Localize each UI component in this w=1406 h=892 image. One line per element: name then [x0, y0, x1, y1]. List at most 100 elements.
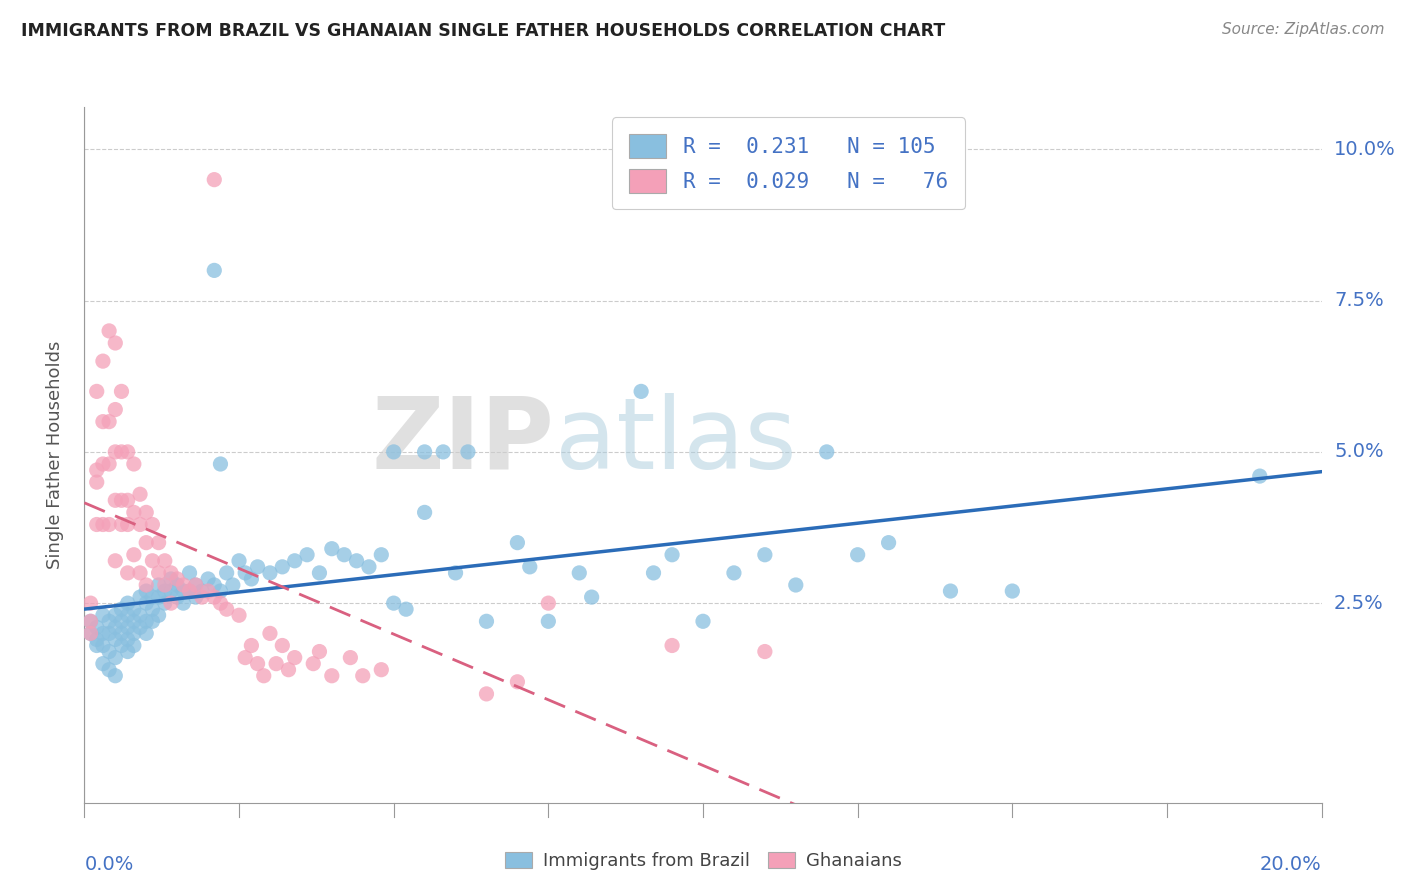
Point — [122, 505, 145, 519]
Point — [333, 548, 356, 562]
Point — [202, 263, 225, 277]
Point — [86, 632, 108, 647]
Point — [98, 663, 121, 677]
Point — [184, 578, 207, 592]
Point — [172, 596, 194, 610]
Point — [209, 584, 232, 599]
Text: Source: ZipAtlas.com: Source: ZipAtlas.com — [1222, 22, 1385, 37]
Point — [259, 566, 281, 580]
Point — [166, 578, 188, 592]
Point — [568, 566, 591, 580]
Point — [643, 566, 665, 580]
Point — [179, 584, 201, 599]
Point — [135, 535, 157, 549]
Point — [110, 615, 132, 629]
Text: IMMIGRANTS FROM BRAZIL VS GHANAIAN SINGLE FATHER HOUSEHOLDS CORRELATION CHART: IMMIGRANTS FROM BRAZIL VS GHANAIAN SINGL… — [21, 22, 945, 40]
Text: 7.5%: 7.5% — [1334, 291, 1384, 310]
Point — [104, 608, 127, 623]
Point — [104, 445, 127, 459]
Point — [91, 457, 114, 471]
Point — [413, 445, 436, 459]
Point — [91, 415, 114, 429]
Point — [135, 584, 157, 599]
Point — [153, 578, 176, 592]
Point — [228, 608, 250, 623]
Point — [110, 517, 132, 532]
Point — [661, 548, 683, 562]
Point — [339, 650, 361, 665]
Point — [754, 644, 776, 658]
Point — [723, 566, 745, 580]
Point — [321, 669, 343, 683]
Point — [228, 554, 250, 568]
Point — [209, 596, 232, 610]
Point — [122, 548, 145, 562]
Point — [877, 535, 900, 549]
Point — [506, 535, 529, 549]
Point — [141, 615, 163, 629]
Point — [382, 445, 405, 459]
Point — [308, 644, 330, 658]
Point — [277, 663, 299, 677]
Point — [135, 596, 157, 610]
Point — [160, 572, 183, 586]
Point — [117, 596, 139, 610]
Point — [98, 644, 121, 658]
Point — [91, 608, 114, 623]
Point — [537, 615, 560, 629]
Point — [179, 566, 201, 580]
Point — [284, 650, 307, 665]
Point — [98, 457, 121, 471]
Point — [537, 596, 560, 610]
Point — [86, 620, 108, 634]
Point — [382, 596, 405, 610]
Point — [160, 596, 183, 610]
Point — [148, 578, 170, 592]
Point — [785, 578, 807, 592]
Point — [110, 626, 132, 640]
Point — [129, 517, 152, 532]
Point — [233, 650, 256, 665]
Point — [122, 626, 145, 640]
Point — [104, 402, 127, 417]
Point — [271, 639, 294, 653]
Point — [98, 626, 121, 640]
Point — [86, 517, 108, 532]
Point — [104, 650, 127, 665]
Point — [129, 487, 152, 501]
Point — [79, 596, 101, 610]
Point — [117, 644, 139, 658]
Point — [91, 354, 114, 368]
Text: 5.0%: 5.0% — [1334, 442, 1384, 461]
Point — [104, 336, 127, 351]
Point — [457, 445, 479, 459]
Text: ZIP: ZIP — [371, 392, 554, 490]
Point — [135, 626, 157, 640]
Point — [370, 548, 392, 562]
Point — [172, 584, 194, 599]
Text: 10.0%: 10.0% — [1334, 140, 1396, 159]
Point — [259, 626, 281, 640]
Point — [104, 493, 127, 508]
Point — [202, 578, 225, 592]
Text: 20.0%: 20.0% — [1260, 855, 1322, 874]
Point — [202, 172, 225, 186]
Point — [302, 657, 325, 671]
Point — [110, 493, 132, 508]
Point — [141, 602, 163, 616]
Point — [271, 559, 294, 574]
Point — [110, 602, 132, 616]
Point — [110, 384, 132, 399]
Point — [117, 517, 139, 532]
Point — [240, 639, 263, 653]
Point — [91, 626, 114, 640]
Point — [98, 615, 121, 629]
Text: atlas: atlas — [554, 392, 796, 490]
Point — [357, 559, 380, 574]
Point — [202, 590, 225, 604]
Point — [98, 324, 121, 338]
Point — [184, 590, 207, 604]
Point — [209, 457, 232, 471]
Point — [308, 566, 330, 580]
Point — [264, 657, 287, 671]
